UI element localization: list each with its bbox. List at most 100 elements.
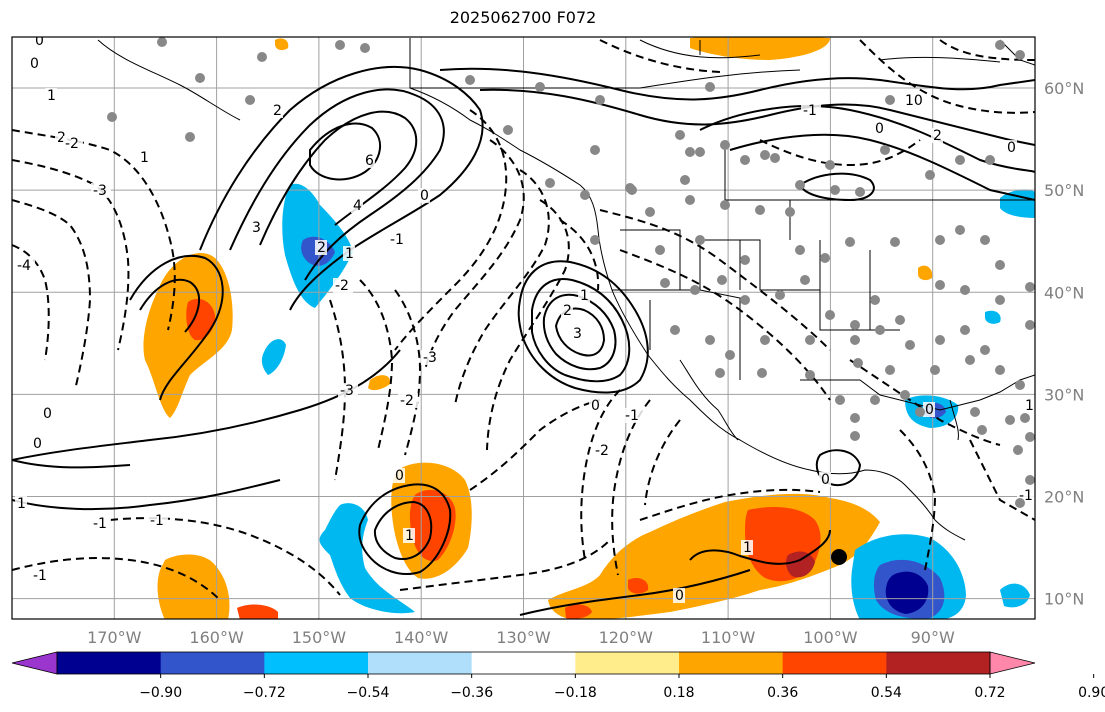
longitude-label: 110°W: [701, 628, 756, 647]
contour-label: -1: [150, 513, 164, 529]
blue-region: [985, 310, 1001, 324]
contour-label-bg: [403, 528, 415, 543]
contour-label-bg: [1005, 140, 1017, 155]
colorbar-segment: [160, 652, 265, 674]
station-dot: [825, 160, 835, 170]
colorbar: [11, 651, 1036, 675]
contour-label: 0: [875, 121, 884, 137]
station-dot: [925, 170, 935, 180]
colorbar-segment: [471, 652, 576, 674]
colorbar-segment: [57, 652, 162, 674]
station-dot: [107, 112, 117, 122]
station-dot: [855, 187, 865, 197]
longitude-label: 130°W: [496, 628, 551, 647]
orange-region: [368, 375, 391, 391]
contour-label-bg: [271, 103, 283, 118]
station-dot: [845, 237, 855, 247]
contour-label-bg: [673, 588, 685, 603]
orange-region: [690, 37, 830, 60]
longitude-label: 90°W: [911, 628, 955, 647]
station-dot: [1025, 282, 1035, 292]
contour-label-bg: [421, 350, 441, 365]
station-dot: [870, 295, 880, 305]
station-dot: [1005, 415, 1015, 425]
station-dot: [195, 73, 205, 83]
station-dot: [800, 275, 810, 285]
station-dot: [785, 207, 795, 217]
station-dot: [850, 431, 860, 441]
station-dot: [740, 255, 750, 265]
station-dot: [157, 37, 167, 47]
contour-label-bg: [873, 121, 885, 136]
station-dot: [1025, 320, 1035, 330]
station-dot: [895, 315, 905, 325]
station-dot: [740, 295, 750, 305]
station-dot: [645, 207, 655, 217]
latitude-label: 20°N: [1044, 487, 1084, 506]
station-dot: [795, 245, 805, 255]
station-dot: [545, 178, 555, 188]
longitude-label: 160°W: [189, 628, 244, 647]
station-dot: [760, 150, 770, 160]
dashed-contours: [12, 39, 1035, 601]
contour-label: 1: [580, 288, 589, 304]
station-dot: [680, 175, 690, 185]
contour-label: 0: [1007, 140, 1016, 156]
colorbar-tick-label: 0.54: [871, 685, 902, 701]
contour-label-bg: [388, 232, 408, 247]
station-dot: [660, 278, 670, 288]
contour-label: 2: [933, 128, 942, 144]
station-dot: [590, 145, 600, 155]
station-dot: [757, 368, 767, 378]
orange-region: [157, 554, 230, 619]
station-dot: [580, 190, 590, 200]
graticule: [12, 37, 1035, 619]
blue-region: [261, 339, 286, 375]
station-dot: [955, 225, 965, 235]
station-dot: [830, 185, 840, 195]
station-dot: [960, 325, 970, 335]
contour-label: 0: [33, 436, 42, 452]
colorbar-tick-label: −0.90: [139, 685, 182, 701]
contour-label: 2: [317, 240, 326, 256]
station-dot: [257, 52, 267, 62]
contour-label: 0: [675, 588, 684, 604]
colorbar-segment: [575, 652, 680, 674]
colorbar-tick-label: 0.90: [1078, 685, 1105, 701]
colorbar-tick-label: 0.18: [663, 685, 694, 701]
contour-label: 0: [43, 406, 52, 422]
contour-label: 0: [925, 402, 934, 418]
station-dot: [820, 253, 830, 263]
colorbar-tick-label: −0.54: [347, 685, 390, 701]
contour-label: -4: [17, 258, 31, 274]
station-dot: [185, 132, 195, 142]
contour-label-bg: [91, 183, 111, 198]
red-region: [628, 578, 649, 594]
station-dot: [1020, 413, 1030, 423]
contour-label: 1: [1025, 398, 1034, 414]
latitude-label: 30°N: [1044, 385, 1084, 404]
contour-label: -3: [423, 350, 437, 366]
station-dot: [795, 180, 805, 190]
station-dot: [655, 245, 665, 255]
contour-label: 1: [743, 540, 752, 556]
navy-region: [885, 571, 929, 614]
longitude-label: 170°W: [87, 628, 142, 647]
contour-label: 1: [47, 88, 56, 104]
contour-label: -2: [335, 278, 349, 294]
station-dot: [627, 185, 637, 195]
station-dot: [905, 340, 915, 350]
contour-label-bg: [31, 568, 51, 583]
station-dot: [670, 325, 680, 335]
contour-label-bg: [398, 393, 418, 408]
station-dot: [930, 365, 940, 375]
station-dot: [695, 147, 705, 157]
station-dot: [970, 407, 980, 417]
red-region: [237, 604, 278, 619]
longitude-label: 140°W: [394, 628, 449, 647]
station-dot: [705, 335, 715, 345]
contour-label-bg: [593, 443, 613, 458]
station-dot: [720, 200, 730, 210]
